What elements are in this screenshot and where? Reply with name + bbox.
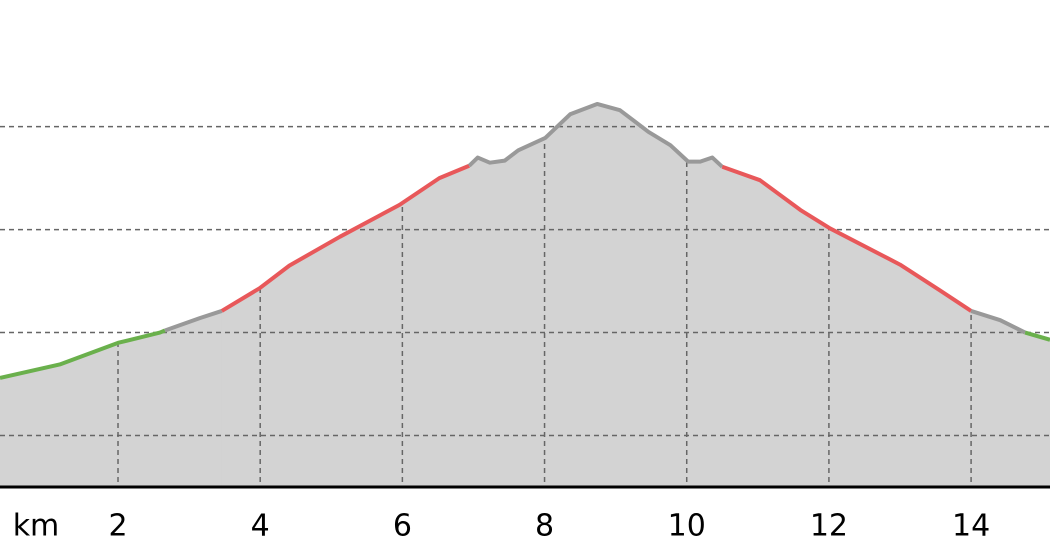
x-axis-label: km [13, 509, 60, 544]
profile-line [721, 164, 973, 313]
x-tick-label: 12 [810, 509, 848, 544]
profile-line [467, 101, 724, 169]
x-tick-label: 4 [251, 509, 270, 544]
area-fill [468, 103, 723, 488]
x-tick-label: 8 [535, 509, 554, 544]
area-fill [1024, 331, 1050, 488]
x-tick-label: 2 [108, 509, 127, 544]
profile-line [220, 163, 470, 313]
area-fill [970, 310, 1026, 488]
profile-line [1024, 330, 1050, 342]
profile-line [970, 309, 1027, 335]
profile-line [164, 309, 223, 333]
x-tick-label: 14 [952, 509, 990, 544]
area-fill [721, 166, 972, 488]
area-fill [164, 310, 223, 488]
area-fill [221, 165, 470, 488]
x-tick-label: 6 [393, 509, 412, 544]
profile-line [0, 328, 166, 380]
x-tick-label: 10 [668, 509, 706, 544]
